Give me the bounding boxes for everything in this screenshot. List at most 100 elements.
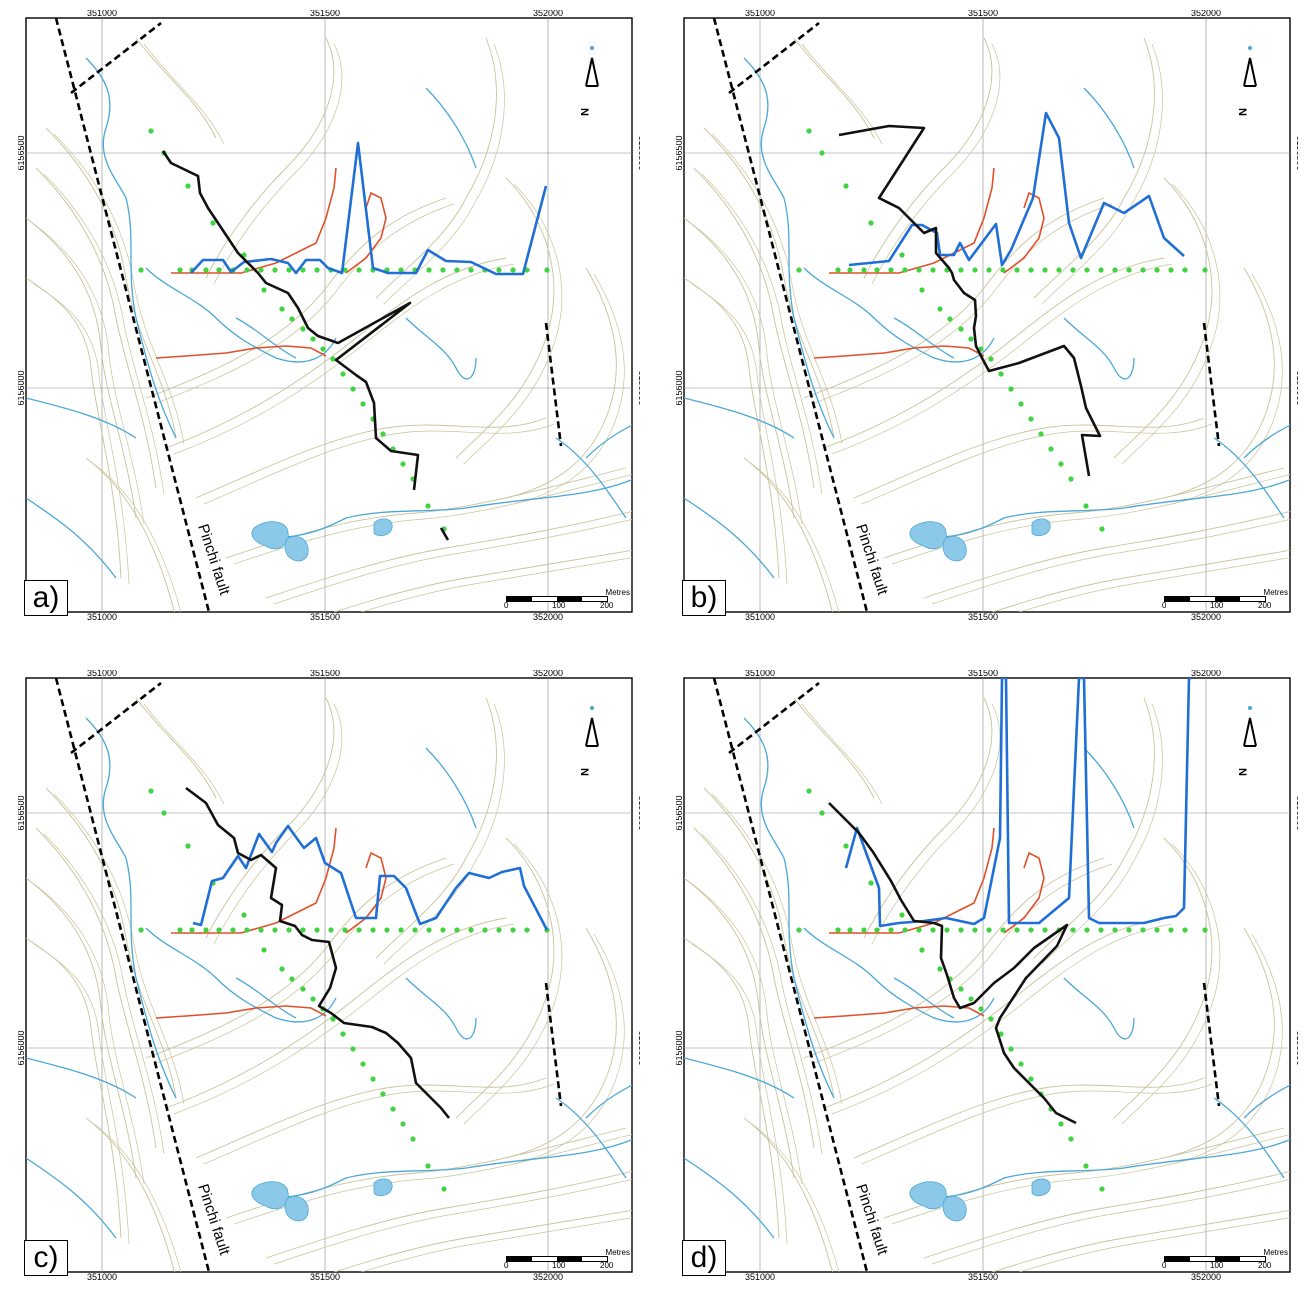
station-dot [286, 927, 292, 933]
stream-line [26, 1157, 117, 1239]
station-dot [986, 267, 992, 273]
station-dot [916, 267, 922, 273]
station-dot [350, 1046, 356, 1052]
lake [284, 1196, 309, 1222]
station-dot [1042, 927, 1048, 933]
scale-unit-label: Metres [605, 1248, 630, 1257]
contour-line [35, 827, 157, 1149]
station-dot [314, 927, 320, 933]
scale-segment [582, 597, 607, 601]
contour-line [463, 843, 563, 1125]
scale-segment [1165, 1257, 1190, 1261]
scale-bar-graphic [506, 596, 608, 602]
station-dot [937, 966, 943, 972]
station-dot [426, 927, 432, 933]
station-dot [310, 336, 316, 342]
contour-line [991, 1209, 1290, 1272]
red-line [1003, 851, 1045, 934]
blue-profile-line [844, 678, 1192, 928]
contour-line [203, 1083, 555, 1165]
stream-line [85, 57, 177, 439]
station-dot [1168, 927, 1174, 933]
station-dot [1083, 1163, 1089, 1169]
stream-line [684, 1057, 795, 1099]
station-dot [185, 843, 191, 849]
stream-line [1243, 424, 1290, 459]
easting-tick-label-bottom: 351000 [87, 612, 117, 620]
easting-tick-label-bottom: 351500 [968, 1272, 998, 1280]
stream-line [893, 977, 955, 1019]
easting-tick-label-bottom: 351000 [745, 612, 775, 620]
stream-line [743, 717, 835, 1099]
contour-line [1113, 837, 1213, 1119]
station-dot [203, 267, 209, 273]
scale-tick-label: 200 [1258, 1261, 1272, 1270]
contour-line [195, 417, 547, 499]
station-dot [1126, 927, 1132, 933]
black-profile-line [161, 150, 420, 491]
easting-tick-label-top: 351500 [968, 10, 998, 18]
station-dot [958, 267, 964, 273]
lake [284, 536, 309, 562]
contour-line [135, 37, 217, 139]
scale-bar-graphic [1164, 1256, 1266, 1262]
panel-label: c) [24, 1240, 68, 1276]
station-dot [356, 267, 362, 273]
contour-line [923, 1170, 1290, 1259]
scale-segment [1215, 597, 1240, 601]
contour-line [684, 877, 795, 1179]
station-dot [1202, 267, 1208, 273]
blue-profile-line [190, 141, 548, 276]
scale-tick-label: 0 [504, 1261, 509, 1270]
northing-tick-label-left: 6156500 [18, 135, 26, 170]
stream-line [26, 1057, 137, 1099]
contour-line [1121, 843, 1221, 1125]
scale-tick-label: 200 [600, 1261, 614, 1270]
station-dot [138, 267, 144, 273]
station-dot [1202, 927, 1208, 933]
stream-line [1213, 437, 1285, 519]
scale-segment [1190, 597, 1215, 601]
station-dot [796, 267, 802, 273]
northing-tick-label-left: 6156000 [18, 370, 26, 405]
scale-tick-label: 200 [600, 601, 614, 610]
map-frame [25, 677, 633, 1273]
contour-line [45, 127, 177, 439]
scale-tick-label: 0 [1162, 1261, 1167, 1270]
stream-line [1063, 317, 1135, 380]
station-dot [988, 1016, 994, 1022]
station-dot [300, 927, 306, 933]
station-dot [320, 346, 326, 352]
station-dot [189, 927, 195, 933]
station-dot [350, 386, 356, 392]
lake [373, 518, 393, 537]
northing-tick-label-right: 6156500 [1295, 135, 1298, 170]
contour-line [33, 283, 130, 585]
station-dot [138, 927, 144, 933]
scale-bar-graphic [506, 1256, 608, 1262]
station-dot [1042, 267, 1048, 273]
fault-line-north [728, 681, 820, 755]
station-dot [902, 927, 908, 933]
station-dot [986, 927, 992, 933]
contour-line [273, 518, 632, 605]
station-dot [148, 788, 154, 794]
station-dot [342, 927, 348, 933]
lake [942, 1196, 967, 1222]
station-dot [972, 267, 978, 273]
stream-line [265, 1138, 632, 1199]
scale-tick-label: 100 [1210, 601, 1224, 610]
station-dot [510, 267, 516, 273]
station-dot [258, 267, 264, 273]
northing-tick-label-left: 6156000 [676, 370, 684, 405]
contour-line [743, 1117, 833, 1272]
black-profile-line [439, 527, 450, 541]
contour-line [26, 937, 122, 1239]
contour-line [135, 697, 217, 799]
contour-line [93, 463, 182, 612]
station-dot [888, 927, 894, 933]
station-dot [1084, 927, 1090, 933]
scale-tick-label: 200 [1258, 601, 1272, 610]
